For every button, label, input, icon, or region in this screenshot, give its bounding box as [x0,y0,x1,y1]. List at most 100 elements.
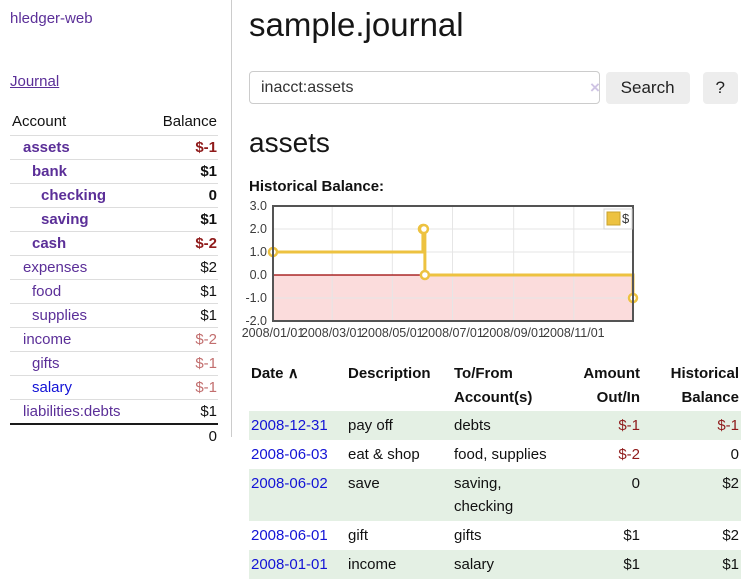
svg-text:2008/01/01: 2008/01/01 [242,326,305,340]
register-balance: $1 [722,556,739,573]
account-name-link[interactable]: bank [32,163,68,180]
register-description: pay off [348,417,393,434]
page-title: sample.journal [249,6,464,43]
account-row: food $1 [10,279,218,304]
svg-text:2008/09/01: 2008/09/01 [482,326,545,340]
register-row: 2008-06-01 gift gifts $1 $2 [249,521,741,550]
plot-border [272,205,634,322]
account-name-link[interactable]: food [32,283,62,300]
accounts-table: Account Balance assets $-1 bank $1 check… [10,111,218,448]
accounts-header-account: Account [12,113,67,130]
account-name-link[interactable]: gifts [32,355,60,372]
register-amount: $1 [623,527,640,544]
svg-text:2008/05/01: 2008/05/01 [361,326,424,340]
register-row: 2008-01-01 income salary $1 $1 [249,550,741,579]
register-accounts: debts [454,417,491,434]
register-amount: $-2 [618,446,640,463]
svg-text:-2.0: -2.0 [245,314,267,328]
legend-label: $ [622,211,630,226]
account-name-link[interactable]: supplies [32,307,88,324]
register-header-description: Description [348,365,431,382]
sidebar: hledger-web Journal Account Balance asse… [0,0,232,448]
account-row: salary $-1 [10,375,218,400]
register-accounts: gifts [454,527,482,544]
search-input[interactable] [249,71,600,104]
register-date-link[interactable]: 2008-12-31 [251,417,328,434]
register-header-balance: Historical Balance [670,365,739,406]
account-balance: $1 [147,279,218,304]
account-balance: $-2 [147,231,218,256]
main-panel: sample.journal × Search ? assets Histori… [233,0,742,579]
register-description: gift [348,527,369,544]
register-date-link[interactable]: 2008-01-01 [251,556,328,573]
register-description: save [348,475,380,492]
account-name-link[interactable]: cash [32,235,67,252]
svg-text:2008/03/01: 2008/03/01 [301,326,364,340]
account-name-link[interactable]: income [23,331,72,348]
account-balance: $1 [147,399,218,424]
register-date-link[interactable]: 2008-06-02 [251,475,328,492]
register-row: 2008-06-03 eat & shop food, supplies $-2… [249,440,741,469]
svg-text:-1.0: -1.0 [245,291,267,305]
svg-text:0.0: 0.0 [250,268,267,282]
account-name-link[interactable]: assets [23,139,70,156]
register-table: Date ∧ Description To/From Account(s) Am… [249,361,741,579]
account-balance: $-2 [147,327,218,352]
account-row: saving $1 [10,207,218,232]
register-accounts: saving, checking [454,475,514,515]
account-heading: assets [249,127,330,158]
historical-balance-chart: 3.0 2.0 1.0 0.0 -1.0 -2.0 2008/01/01 2008/03/01… [242,198,645,350]
data-point-marker [419,269,431,281]
register-date-link[interactable]: 2008-06-03 [251,446,328,463]
account-row: assets $-1 [10,135,218,160]
account-row: gifts $-1 [10,351,218,376]
search-form: × Search ? [249,71,738,104]
svg-text:2008/07/01: 2008/07/01 [421,326,484,340]
data-point-marker [418,223,430,235]
register-date-link[interactable]: 2008-06-01 [251,527,328,544]
account-balance: 0 [147,183,218,208]
accounts-header-balance: Balance [162,113,217,130]
search-button[interactable]: Search [605,71,690,104]
register-amount: 0 [631,475,640,492]
register-accounts: food, supplies [454,446,547,463]
register-header-date[interactable]: Date ∧ [251,365,299,382]
accounts-total: 0 [147,423,218,448]
account-name-link[interactable]: salary [32,379,73,396]
account-name-link[interactable]: checking [41,187,107,204]
account-row: bank $1 [10,159,218,184]
register-description: income [348,556,397,573]
svg-text:1.0: 1.0 [250,245,267,259]
register-balance: $2 [722,527,739,544]
account-row: cash $-2 [10,231,218,256]
svg-text:2008/11/01: 2008/11/01 [543,326,605,340]
register-amount: $-1 [618,417,640,434]
register-row: 2008-12-31 pay off debts $-1 $-1 [249,411,741,440]
brand-link[interactable]: hledger-web [10,10,93,27]
account-balance: $1 [147,159,218,184]
account-row: income $-2 [10,327,218,352]
register-description: eat & shop [348,446,420,463]
sidebar-item-journal[interactable]: Journal [10,73,60,90]
accounts-total-row: 0 [10,423,218,448]
account-row: supplies $1 [10,303,218,328]
account-balance: $1 [147,303,218,328]
register-balance: $2 [722,475,739,492]
account-name-link[interactable]: saving [41,211,89,228]
legend-swatch [606,211,621,226]
account-balance: $2 [147,255,218,280]
svg-text:3.0: 3.0 [250,199,267,213]
clear-search-icon[interactable]: × [590,78,600,97]
register-row: 2008-06-02 save saving, checking 0 $2 [249,469,741,521]
sort-ascending-icon: ∧ [287,365,299,382]
help-button[interactable]: ? [702,71,738,104]
register-accounts: salary [454,556,495,573]
account-name-link[interactable]: expenses [23,259,88,276]
register-balance: $-1 [717,417,739,434]
register-balance: 0 [730,446,739,463]
account-balance: $-1 [147,351,218,376]
account-row: expenses $2 [10,255,218,280]
account-name-link[interactable]: liabilities:debts [23,403,121,420]
register-header-accounts: To/From Account(s) [454,365,533,406]
account-balance: $-1 [147,135,218,160]
